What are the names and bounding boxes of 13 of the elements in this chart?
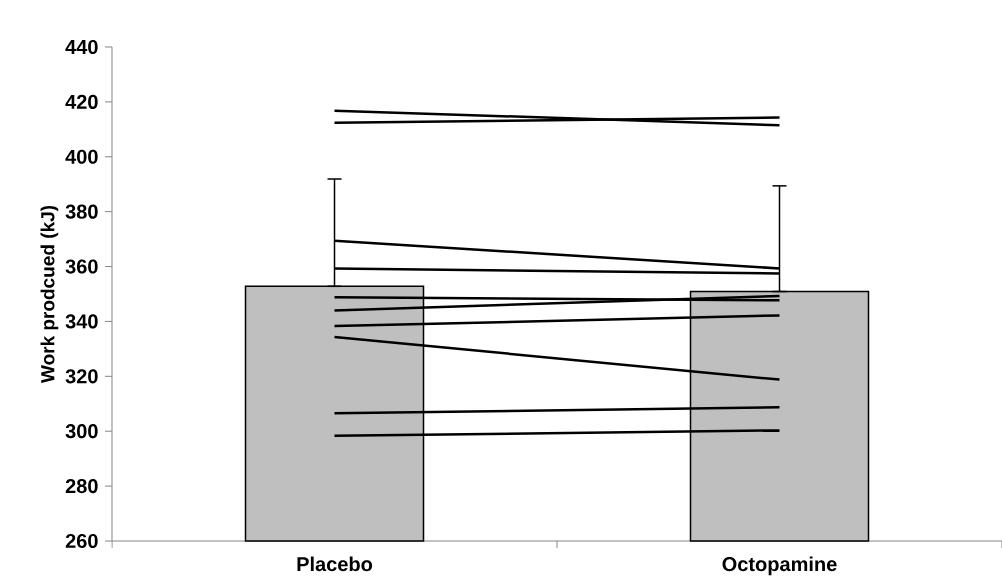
y-tick-label: 400 [65, 149, 98, 164]
y-tick-label: 260 [65, 533, 98, 549]
y-tick-label: 420 [65, 94, 98, 109]
x-tick-label: Placebo [297, 556, 373, 572]
y-tick-label: 440 [65, 39, 98, 55]
y-tick-label: 280 [65, 479, 98, 494]
y-tick-label: 380 [65, 204, 98, 219]
x-tick-label: Octopamine [722, 556, 837, 576]
y-tick-label: 340 [65, 314, 98, 329]
y-axis-title: Work prodcued (kJ) [40, 205, 59, 383]
y-tick-label: 360 [65, 259, 98, 274]
y-tick-label: 320 [65, 369, 98, 384]
y-tick-label: 300 [65, 424, 98, 439]
